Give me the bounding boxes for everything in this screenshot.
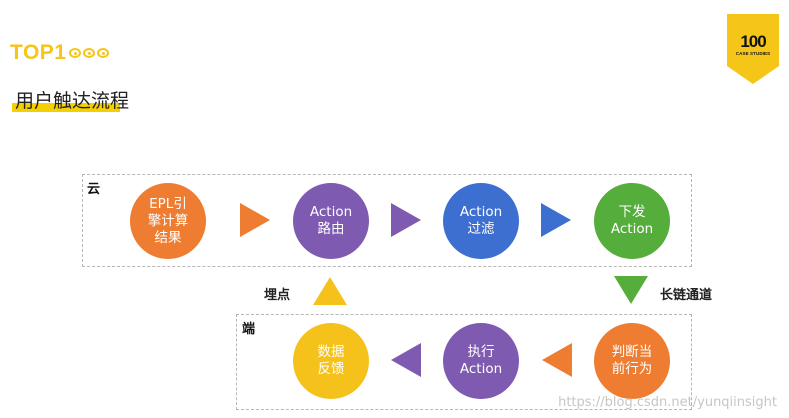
arrow-right-orange-icon <box>240 203 270 237</box>
badge-caption: CASE STUDIES <box>735 51 771 56</box>
node-data-feedback: 数据 反馈 <box>293 323 369 399</box>
logo-eyes-icon <box>69 48 110 58</box>
badge-number: 100 <box>740 32 766 51</box>
node-epl-result: EPL引 擎计算 结果 <box>130 183 206 259</box>
case-studies-badge: 100 CASE STUDIES <box>727 14 779 84</box>
node-action-route: Action 路由 <box>293 183 369 259</box>
title-highlight <box>12 103 120 112</box>
badge-shape-icon <box>727 14 779 84</box>
arrow-left-purple-icon <box>391 343 421 377</box>
node-judge-behavior: 判断当 前行为 <box>594 323 670 399</box>
logo-text: TOP1 <box>10 41 67 64</box>
node-action-filter: Action 过滤 <box>443 183 519 259</box>
arrow-right-blue-icon <box>541 203 571 237</box>
embed-point-label: 埋点 <box>264 288 291 303</box>
long-link-channel-label: 长链通道 <box>660 288 713 303</box>
client-region-label: 端 <box>242 322 256 337</box>
top1-logo: TOP1 <box>10 40 110 66</box>
arrow-right-purple-icon <box>391 203 421 237</box>
client-region <box>236 314 692 410</box>
arrow-up-yellow-icon <box>313 277 347 305</box>
watermark-url: https://blog.csdn.net/yunqiinsight <box>558 395 777 410</box>
arrow-down-green-icon <box>614 276 648 304</box>
arrow-left-orange-icon <box>542 343 572 377</box>
node-execute-action: 执行 Action <box>443 323 519 399</box>
page-title: 用户触达流程 <box>15 90 130 112</box>
cloud-region <box>82 174 692 267</box>
node-dispatch-action: 下发 Action <box>594 183 670 259</box>
cloud-region-label: 云 <box>87 182 101 197</box>
